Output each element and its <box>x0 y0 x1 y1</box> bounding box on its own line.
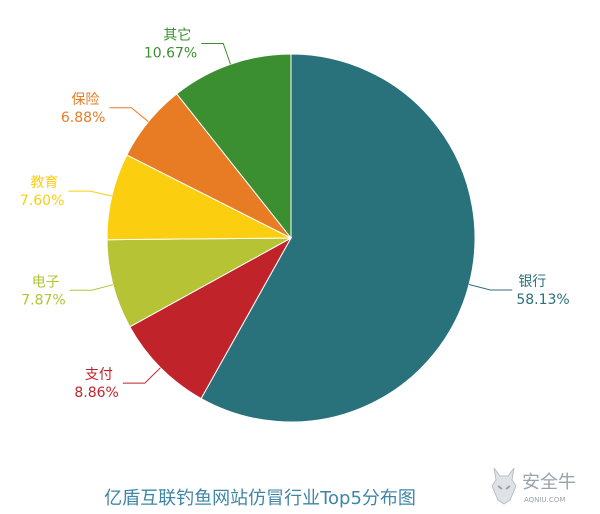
slice-label-value-3: 7.60% <box>20 193 64 209</box>
pie-slice-2 <box>106 237 292 328</box>
slice-label-value-0: 58.13% <box>516 292 569 308</box>
label-line-1 <box>122 367 161 384</box>
slice-labels: 银行 58.13% 支付 8.86% 电子 7.87% 教育 7.60% 保险 6.88% 其它 10… <box>20 26 570 401</box>
slice-label-value-4: 6.88% <box>61 110 105 126</box>
slice-label-value-1: 8.86% <box>74 385 118 401</box>
watermark-subtext: AQNIU.COM <box>524 496 565 504</box>
chart-title: 亿盾互联钓鱼网站仿冒行业Top5分布图 <box>104 488 416 509</box>
watermark-text: 安全牛 <box>522 472 576 493</box>
pie-slice-1 <box>129 236 293 400</box>
pie-slices <box>106 53 476 423</box>
slice-label-value-5: 10.67% <box>144 45 197 61</box>
slice-label-value-2: 7.87% <box>21 292 65 308</box>
label-line-4 <box>109 107 149 123</box>
label-line-0 <box>468 283 513 291</box>
label-line-5 <box>201 42 231 65</box>
slice-label-name-5: 其它 <box>163 26 191 43</box>
pie-slice-5 <box>175 53 292 240</box>
label-lines <box>68 42 513 384</box>
label-line-3 <box>68 190 112 197</box>
watermark-logo: 安全牛 AQNIU.COM <box>491 467 576 505</box>
slice-label-name-3: 教育 <box>30 175 58 191</box>
slice-label-name-4: 保险 <box>71 92 99 108</box>
label-line-2 <box>69 284 114 291</box>
slice-label-name-1: 支付 <box>85 367 113 383</box>
bull-logo-icon <box>491 467 517 505</box>
slice-label-name-0: 银行 <box>518 274 546 290</box>
pie-slice-0 <box>200 53 476 423</box>
slice-label-name-2: 电子 <box>32 274 60 290</box>
